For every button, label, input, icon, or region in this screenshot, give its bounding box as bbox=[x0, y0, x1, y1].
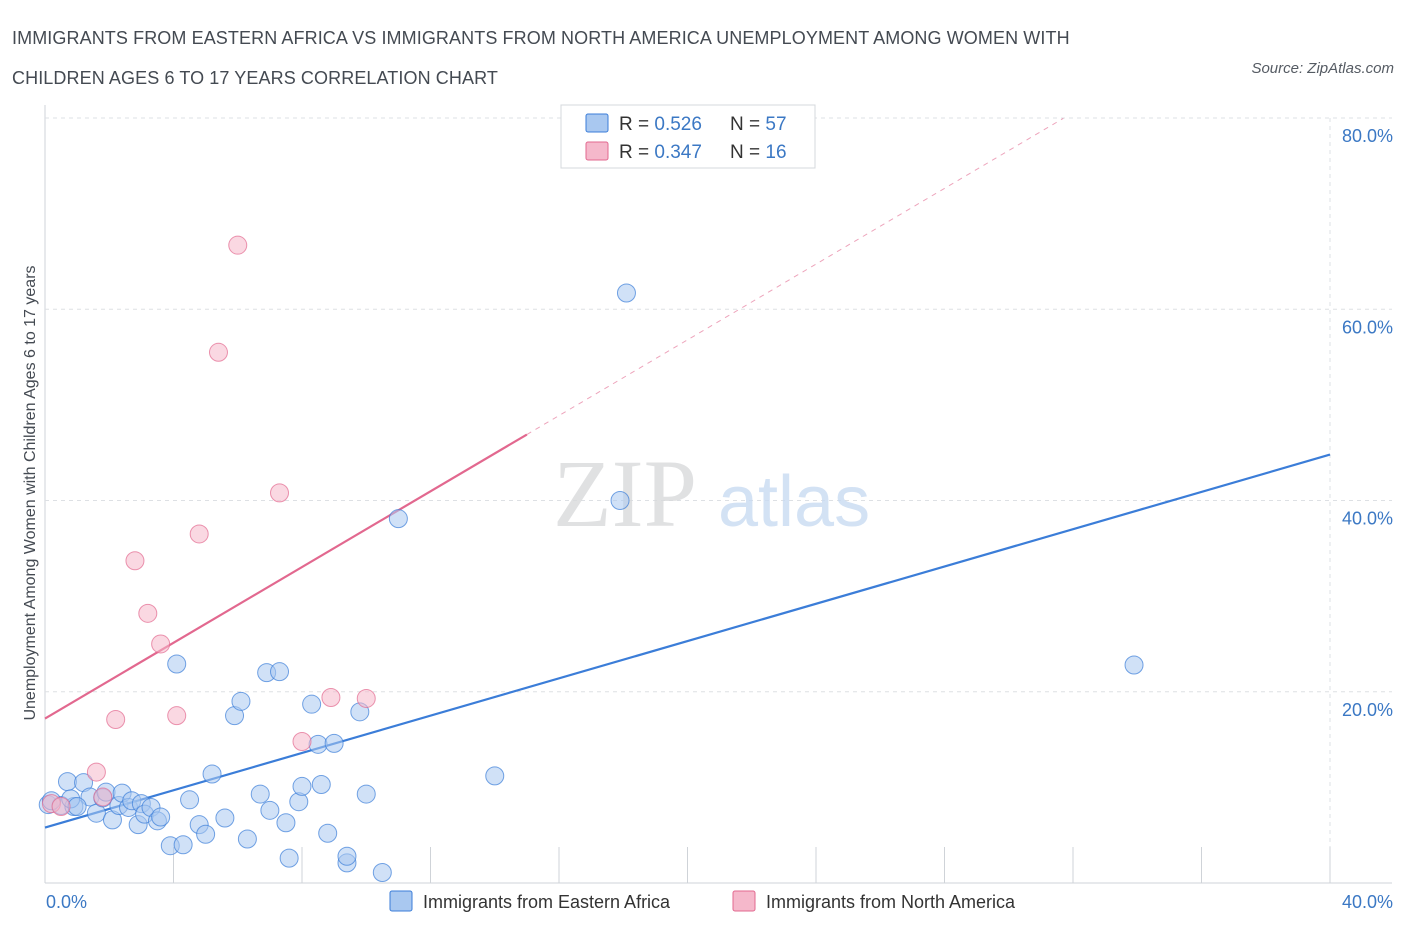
legend-swatch-pink bbox=[585, 141, 609, 161]
point-north-america bbox=[270, 483, 290, 503]
y-tick-labels: 20.0% 40.0% 60.0% 80.0% bbox=[1342, 126, 1393, 720]
point-eastern-africa bbox=[610, 491, 630, 510]
point-eastern-africa bbox=[292, 776, 312, 796]
point-eastern-africa bbox=[324, 733, 344, 753]
point-north-america bbox=[228, 235, 248, 255]
point-north-america bbox=[356, 688, 376, 708]
data-points bbox=[38, 235, 1144, 882]
legend-r-label: R = bbox=[619, 142, 654, 163]
point-north-america bbox=[321, 687, 341, 707]
point-eastern-africa bbox=[260, 800, 280, 820]
point-eastern-africa bbox=[302, 694, 322, 714]
point-eastern-africa bbox=[311, 775, 331, 795]
series-legend-swatch-blue bbox=[389, 890, 413, 912]
point-north-america bbox=[167, 706, 187, 726]
legend-n-label: N = bbox=[730, 142, 765, 163]
legend-swatch-blue bbox=[585, 113, 609, 133]
point-eastern-africa bbox=[215, 808, 235, 828]
legend-r-label: R = bbox=[619, 114, 654, 135]
point-eastern-africa bbox=[372, 862, 392, 882]
point-north-america bbox=[51, 797, 71, 816]
series-legend-swatch-pink bbox=[732, 890, 756, 912]
y-axis-title: Unemployment Among Women with Children A… bbox=[22, 265, 39, 720]
trend-line-extension bbox=[526, 117, 1064, 435]
y-tick-label: 60.0% bbox=[1342, 317, 1393, 337]
point-north-america bbox=[208, 342, 228, 362]
point-eastern-africa bbox=[173, 835, 193, 855]
point-eastern-africa bbox=[151, 807, 171, 827]
point-north-america bbox=[189, 524, 209, 544]
legend-r-value: 0.526 bbox=[654, 114, 702, 135]
series-legend-label: Immigrants from North America bbox=[766, 892, 1016, 912]
point-north-america bbox=[106, 709, 126, 729]
point-eastern-africa bbox=[270, 662, 290, 682]
trend-line-eastern-africa bbox=[44, 453, 1331, 829]
x-tick-label-min: 0.0% bbox=[46, 892, 87, 912]
svg-text:N = 16: N = 16 bbox=[730, 142, 787, 163]
chart-title: IMMIGRANTS FROM EASTERN AFRICA VS IMMIGR… bbox=[12, 28, 1070, 88]
source-credit: Source: ZipAtlas.com bbox=[1251, 60, 1394, 77]
legend-n-value: 57 bbox=[765, 114, 786, 135]
point-eastern-africa bbox=[279, 848, 299, 868]
point-north-america bbox=[86, 762, 106, 782]
point-north-america bbox=[292, 731, 312, 751]
svg-text:N = 57: N = 57 bbox=[730, 114, 787, 135]
point-eastern-africa bbox=[231, 691, 251, 711]
watermark-atlas: atlas bbox=[718, 462, 870, 542]
trend-line-north-america bbox=[44, 433, 528, 720]
svg-text:R = 0.347: R = 0.347 bbox=[619, 142, 702, 163]
point-eastern-africa bbox=[356, 784, 376, 804]
point-eastern-africa bbox=[318, 823, 338, 843]
point-north-america bbox=[138, 603, 158, 623]
point-eastern-africa bbox=[1124, 655, 1144, 675]
point-eastern-africa bbox=[388, 509, 408, 529]
point-eastern-africa bbox=[237, 829, 257, 849]
point-eastern-africa bbox=[67, 797, 87, 816]
point-eastern-africa bbox=[616, 283, 636, 303]
x-tick-label-max: 40.0% bbox=[1342, 892, 1393, 912]
point-north-america bbox=[151, 634, 171, 654]
y-tick-label: 20.0% bbox=[1342, 700, 1393, 720]
trend-lines bbox=[44, 117, 1331, 829]
y-tick-label: 40.0% bbox=[1342, 509, 1393, 529]
point-north-america bbox=[125, 551, 145, 571]
legend-n-label: N = bbox=[730, 114, 765, 135]
y-tick-label: 80.0% bbox=[1342, 126, 1393, 146]
point-eastern-africa bbox=[337, 846, 357, 866]
point-eastern-africa bbox=[167, 654, 187, 674]
point-eastern-africa bbox=[276, 813, 296, 833]
point-eastern-africa bbox=[308, 734, 328, 754]
legend-r-value: 0.347 bbox=[654, 142, 702, 163]
legend-n-value: 16 bbox=[765, 142, 786, 163]
point-north-america bbox=[93, 787, 113, 807]
svg-text:R = 0.526: R = 0.526 bbox=[619, 114, 702, 135]
point-eastern-africa bbox=[250, 784, 270, 804]
series-legend: Immigrants from Eastern Africa Immigrant… bbox=[389, 890, 1016, 912]
point-eastern-africa bbox=[289, 792, 309, 812]
point-eastern-africa bbox=[202, 764, 222, 784]
point-eastern-africa bbox=[57, 772, 77, 792]
point-eastern-africa bbox=[485, 766, 505, 786]
point-eastern-africa bbox=[196, 824, 216, 844]
stats-legend: R = 0.526 N = 57 R = 0.347 N = 16 bbox=[560, 104, 816, 169]
series-legend-label: Immigrants from Eastern Africa bbox=[423, 892, 671, 912]
point-eastern-africa bbox=[180, 790, 200, 810]
